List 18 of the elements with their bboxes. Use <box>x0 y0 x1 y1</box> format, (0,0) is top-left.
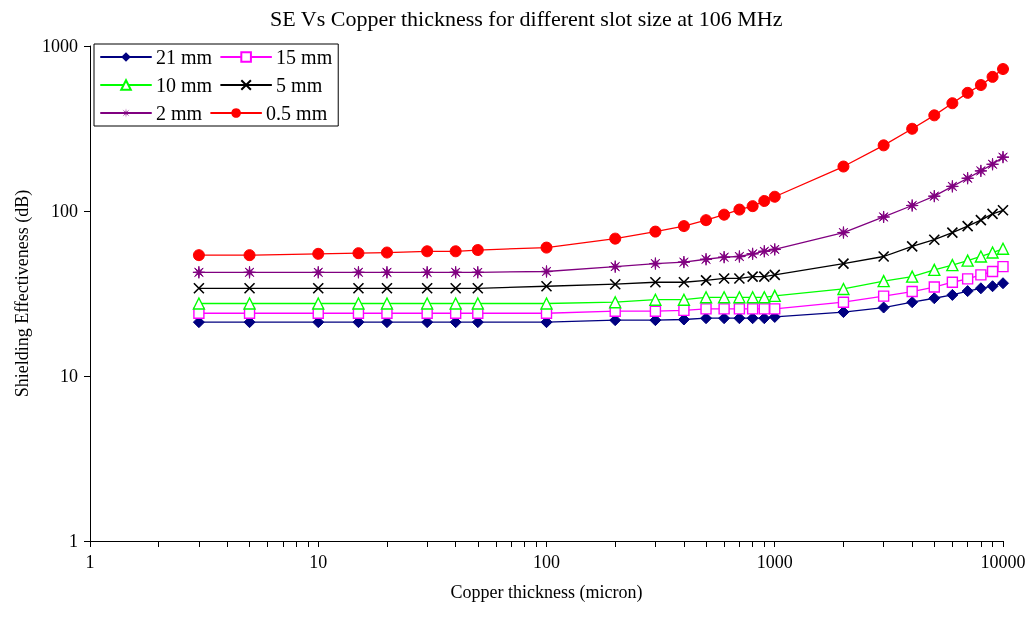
x-tick-label: 100 <box>533 552 560 572</box>
x-tick-label: 10000 <box>980 552 1026 572</box>
y-tick-label: 1000 <box>42 36 78 56</box>
legend-label: 2 mm <box>156 102 203 124</box>
x-tick-label: 10 <box>309 552 328 572</box>
legend-label: 5 mm <box>276 74 323 96</box>
x-tick-label: 1 <box>85 552 95 572</box>
y-tick-label: 1 <box>69 531 78 551</box>
legend-label: 0.5 mm <box>266 102 328 124</box>
y-tick-label: 100 <box>51 201 78 221</box>
y-tick-label: 10 <box>60 366 78 386</box>
x-tick-label: 1000 <box>756 552 793 572</box>
legend-label: 15 mm <box>276 46 333 68</box>
legend-label: 10 mm <box>156 74 213 96</box>
x-axis-title: Copper thickness (micron) <box>450 582 643 603</box>
y-axis-title: Shielding Effectiveness (dB) <box>12 189 34 398</box>
legend-label: 21 mm <box>156 46 213 68</box>
chart-title: SE Vs Copper thickness for different slot size at 106 MHz <box>270 5 783 31</box>
